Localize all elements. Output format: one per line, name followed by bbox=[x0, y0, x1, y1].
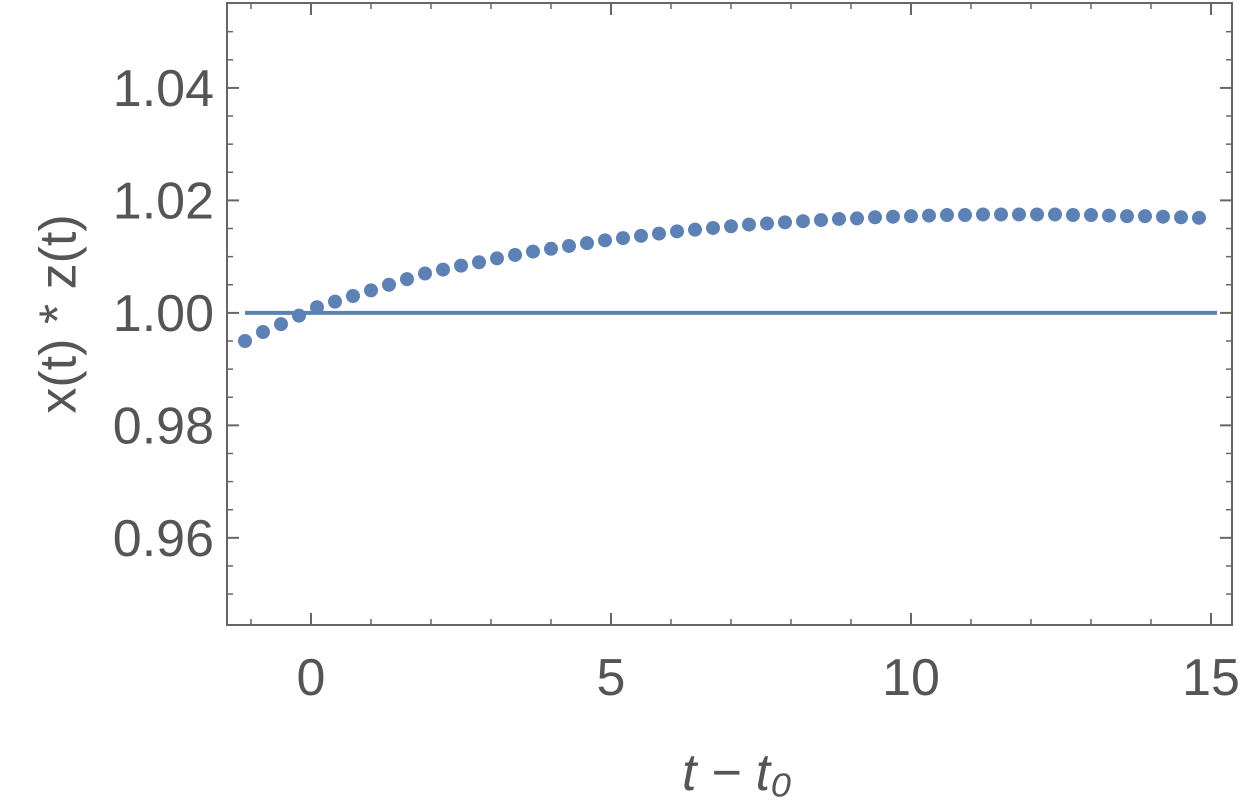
point bbox=[328, 294, 342, 309]
point bbox=[238, 333, 252, 348]
point bbox=[274, 317, 288, 332]
point bbox=[1156, 209, 1170, 224]
point bbox=[544, 241, 558, 256]
point bbox=[1138, 209, 1152, 224]
point bbox=[958, 208, 972, 223]
point bbox=[508, 247, 522, 262]
point bbox=[1120, 209, 1134, 224]
point bbox=[1102, 208, 1116, 223]
point bbox=[310, 300, 324, 315]
point bbox=[1192, 210, 1206, 225]
y-tick-label: 0.96 bbox=[113, 510, 214, 568]
point bbox=[616, 231, 630, 246]
point bbox=[1084, 208, 1098, 223]
point bbox=[922, 208, 936, 223]
point bbox=[454, 258, 468, 273]
point bbox=[976, 207, 990, 222]
point bbox=[1048, 207, 1062, 222]
point bbox=[400, 272, 414, 287]
y-tick-label: 0.98 bbox=[113, 397, 214, 455]
point bbox=[994, 207, 1008, 222]
point bbox=[580, 236, 594, 251]
point bbox=[382, 277, 396, 292]
point bbox=[1030, 207, 1044, 222]
point bbox=[688, 222, 702, 237]
y-tick-label: 1.02 bbox=[113, 172, 214, 230]
point bbox=[472, 255, 486, 270]
point bbox=[778, 215, 792, 230]
point bbox=[940, 208, 954, 223]
point bbox=[652, 226, 666, 241]
point bbox=[490, 251, 504, 266]
point bbox=[1012, 207, 1026, 222]
point bbox=[832, 211, 846, 226]
point bbox=[706, 220, 720, 235]
point bbox=[670, 224, 684, 239]
point bbox=[796, 214, 810, 229]
y-axis-label: x(t) * z(t) bbox=[30, 214, 88, 413]
point bbox=[1174, 210, 1188, 225]
point bbox=[904, 209, 918, 224]
point bbox=[742, 217, 756, 232]
point bbox=[436, 262, 450, 277]
point bbox=[634, 228, 648, 243]
x-tick-label: 10 bbox=[882, 649, 940, 707]
x-tick-label: 15 bbox=[1182, 649, 1240, 707]
point bbox=[1066, 208, 1080, 223]
point bbox=[760, 216, 774, 231]
point bbox=[724, 219, 738, 234]
x-tick-label: 0 bbox=[297, 649, 326, 707]
point bbox=[256, 324, 270, 339]
y-tick-label: 1.00 bbox=[113, 285, 214, 343]
y-tick-label: 1.04 bbox=[113, 60, 214, 118]
point bbox=[868, 210, 882, 225]
point bbox=[562, 238, 576, 253]
point bbox=[364, 283, 378, 298]
point bbox=[886, 209, 900, 224]
point bbox=[292, 308, 306, 323]
point bbox=[526, 244, 540, 259]
point bbox=[814, 213, 828, 228]
point bbox=[346, 289, 360, 304]
point bbox=[850, 211, 864, 226]
x-axis-label: t − t₀ bbox=[682, 744, 792, 802]
point bbox=[598, 233, 612, 248]
x-tick-label: 5 bbox=[597, 649, 626, 707]
point bbox=[418, 266, 432, 281]
plot-frame bbox=[226, 2, 1233, 626]
